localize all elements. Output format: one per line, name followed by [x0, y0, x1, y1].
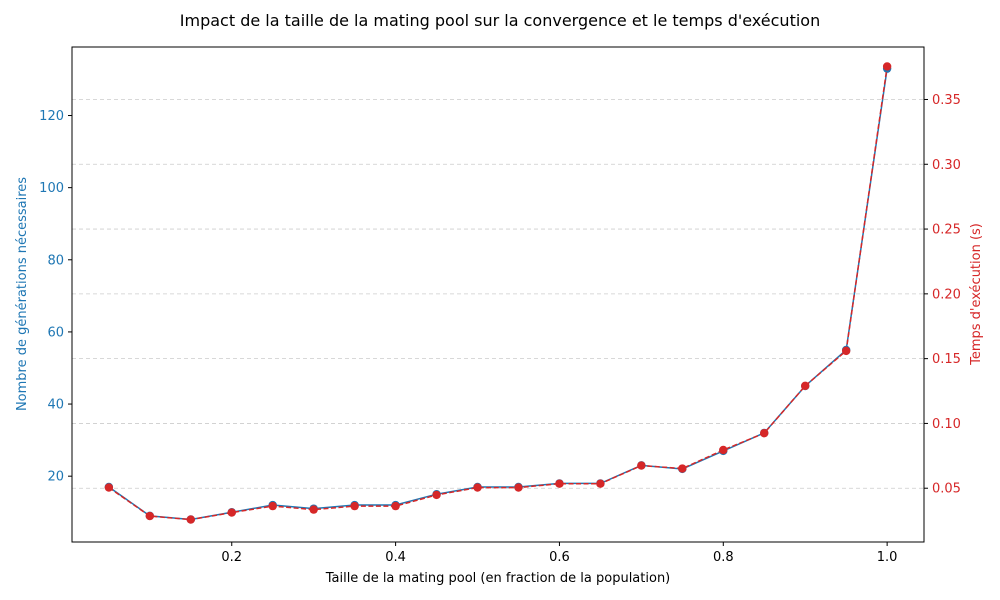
right-series-point: [186, 515, 195, 524]
right-series-point: [801, 381, 810, 391]
grid-layer: [72, 99, 924, 489]
x-tick-label: 0.2: [221, 550, 242, 565]
x-axis: 0.2 0.4 0.6 0.8 1.0: [221, 542, 897, 565]
right-y-tick-label: 0.30: [932, 158, 961, 173]
right-series-point: [841, 346, 851, 356]
right-y-axis: 0.05 0.10 0.15 0.20 0.25 0.30 0.35: [924, 93, 961, 497]
right-series-point: [145, 511, 155, 521]
right-series-point: [227, 508, 236, 517]
left-y-tick-label: 120: [39, 109, 64, 124]
left-y-tick-label: 40: [47, 398, 64, 413]
left-y-tick-label: 20: [47, 470, 64, 485]
chart-title: Impact de la taille de la mating pool su…: [180, 11, 820, 30]
right-series-point: [719, 445, 728, 455]
x-axis-label: Taille de la mating pool (en fraction de…: [325, 571, 671, 586]
right-y-tick-label: 0.15: [932, 352, 961, 367]
right-series-point: [309, 505, 318, 514]
right-series-point: [268, 501, 277, 511]
right-y-tick-label: 0.05: [932, 482, 961, 497]
x-tick-label: 0.4: [385, 550, 406, 565]
x-tick-label: 0.8: [713, 550, 734, 565]
left-y-tick-label: 100: [39, 181, 64, 196]
right-y-tick-label: 0.35: [932, 93, 961, 108]
right-y-tick-label: 0.20: [932, 287, 961, 302]
right-series-point: [637, 461, 646, 470]
right-series-point: [473, 483, 482, 492]
left-y-tick-label: 80: [47, 253, 64, 268]
right-series-point: [596, 479, 605, 488]
right-y-tick-label: 0.10: [932, 417, 961, 432]
right-series-point: [760, 428, 769, 438]
right-series-point: [391, 501, 400, 511]
right-series-point: [432, 490, 441, 500]
right-series-point: [882, 62, 892, 71]
right-series-point: [104, 483, 114, 492]
x-tick-label: 1.0: [877, 550, 898, 565]
left-y-axis-label: Nombre de générations nécessaires: [15, 177, 30, 411]
left-y-axis: 20 40 60 80 100 120: [39, 109, 72, 485]
right-series-line: [108, 66, 888, 521]
right-series-point: [678, 464, 687, 473]
right-series-point: [350, 501, 359, 511]
right-series-layer: [104, 62, 892, 524]
right-series-point: [514, 483, 523, 492]
right-series-point: [555, 479, 564, 488]
right-y-tick-label: 0.25: [932, 223, 961, 238]
left-series-line: [108, 68, 888, 521]
right-y-axis-label: Temps d'exécution (s): [969, 223, 984, 366]
x-tick-label: 0.6: [549, 550, 570, 565]
plot-area-frame: [71, 46, 925, 543]
left-y-tick-label: 60: [47, 325, 64, 340]
